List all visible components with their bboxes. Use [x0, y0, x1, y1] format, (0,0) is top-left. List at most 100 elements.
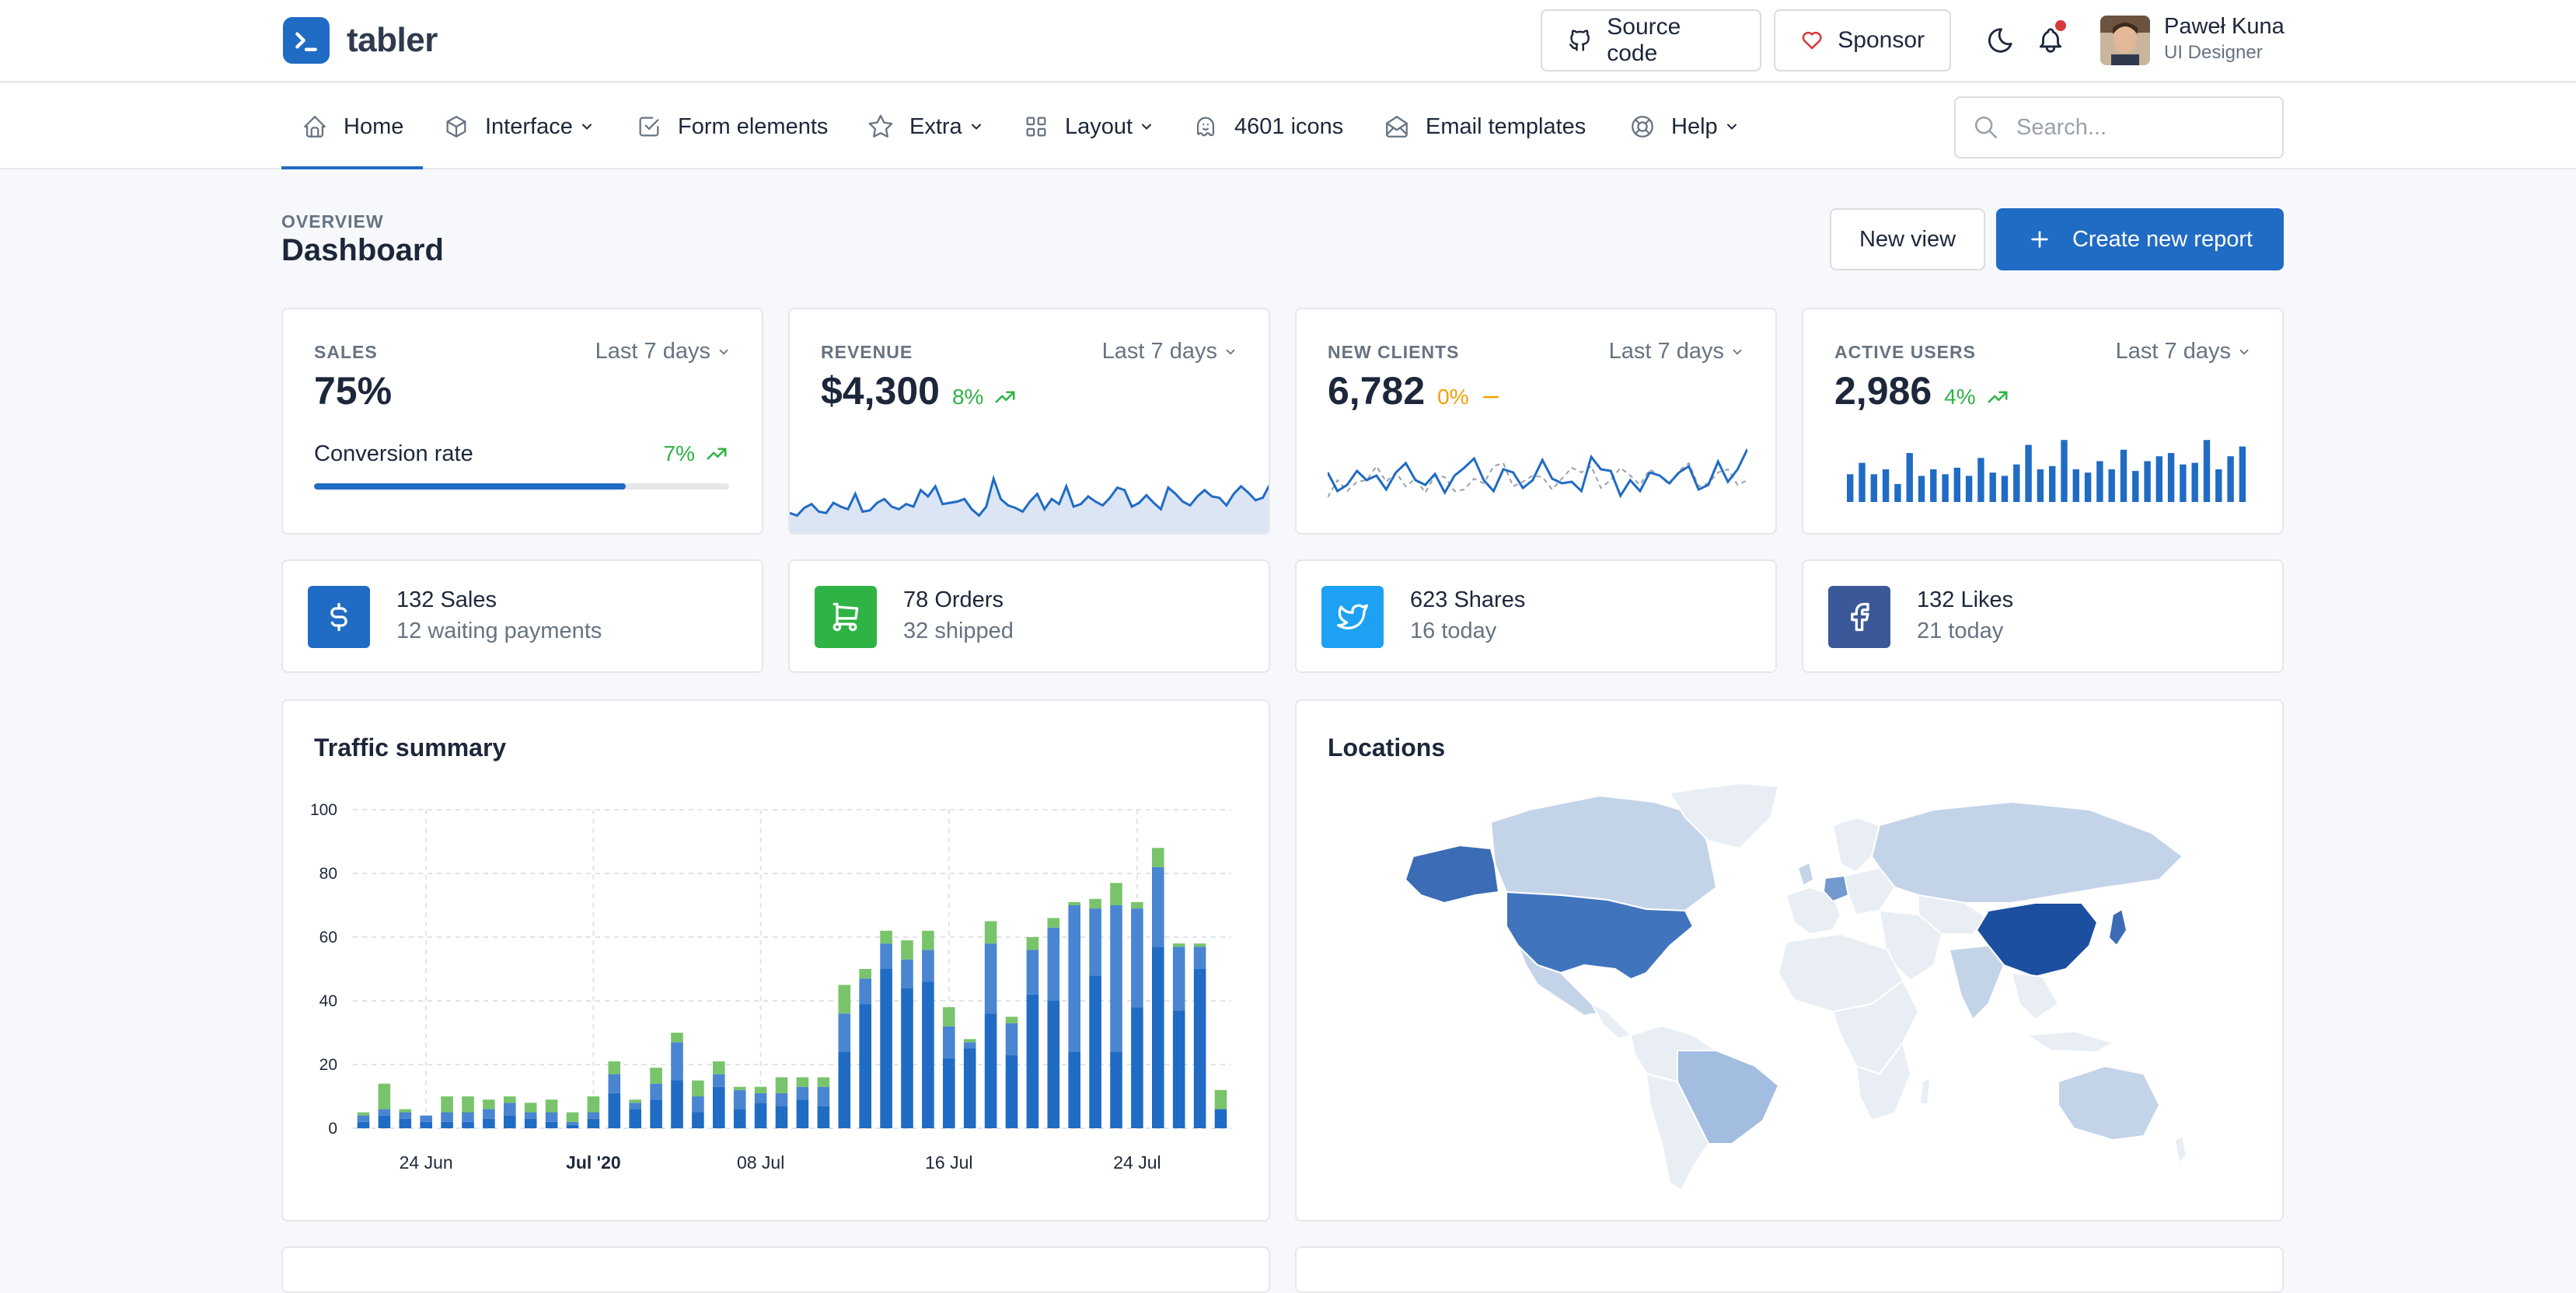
- nav-label-help: Help: [1671, 113, 1718, 139]
- traffic-bar-segment: [1068, 905, 1080, 1052]
- traffic-bar-segment: [775, 1106, 788, 1128]
- notifications-button[interactable]: [2033, 20, 2068, 58]
- nav-item-home[interactable]: Home: [302, 84, 403, 169]
- sales-period-dropdown[interactable]: Last 7 days: [595, 339, 731, 364]
- facebook-icon: [1828, 586, 1890, 648]
- traffic-bar-segment: [692, 1080, 704, 1096]
- revenue-trend: 8%: [952, 385, 1019, 410]
- new-clients-period-dropdown[interactable]: Last 7 days: [1609, 339, 1744, 364]
- y-tick-label: 80: [319, 865, 337, 883]
- map-region-central-america[interactable]: [1591, 1003, 1632, 1040]
- traffic-bar-segment: [650, 1100, 662, 1128]
- sponsor-button[interactable]: Sponsor: [1774, 9, 1951, 71]
- avatar[interactable]: [2100, 16, 2150, 65]
- traffic-bar-segment: [859, 1004, 871, 1128]
- map-region-russia[interactable]: [1871, 801, 2183, 904]
- traffic-bar-segment: [1110, 1051, 1122, 1128]
- new-view-button[interactable]: New view: [1830, 208, 1985, 270]
- traffic-bar-segment: [462, 1121, 474, 1128]
- active-users-bar: [2108, 469, 2115, 502]
- revenue-period-dropdown[interactable]: Last 7 days: [1102, 339, 1237, 364]
- traffic-bar-segment: [1172, 1010, 1185, 1128]
- map-region-central-asia[interactable]: [1918, 894, 1989, 935]
- active-users-bar: [1930, 469, 1937, 502]
- twitter-icon: [1321, 586, 1384, 648]
- map-region-south-america-south[interactable]: [1646, 1073, 1709, 1191]
- layout-grid-icon: [1026, 117, 1046, 137]
- traffic-bar-segment: [357, 1112, 370, 1116]
- map-region-greenland[interactable]: [1669, 782, 1779, 849]
- active-users-bar: [1882, 469, 1890, 502]
- brand-logo[interactable]: tabler: [283, 17, 438, 64]
- revenue-card: REVENUE Last 7 days $4,300 8%: [788, 308, 1270, 535]
- traffic-bar-segment: [671, 1080, 683, 1128]
- traffic-bar-segment: [1089, 908, 1101, 976]
- user-name[interactable]: Paweł Kuna: [2164, 14, 2285, 39]
- traffic-bar-segment: [880, 930, 892, 944]
- create-report-button[interactable]: Create new report: [1996, 208, 2284, 270]
- nav-item-extra[interactable]: Extra: [867, 84, 984, 169]
- map-region-india[interactable]: [1949, 945, 2005, 1020]
- traffic-bar-segment: [1131, 908, 1143, 1008]
- conversion-progress-bar: [314, 483, 729, 490]
- map-region-japan[interactable]: [2108, 908, 2127, 946]
- map-region-southeast-asia[interactable]: [2011, 972, 2059, 1020]
- map-region-new-zealand[interactable]: [2174, 1135, 2187, 1164]
- map-region-africa-south[interactable]: [1855, 1042, 1911, 1121]
- map-region-alaska[interactable]: [1405, 845, 1499, 904]
- nav-item-layout[interactable]: Layout: [1023, 84, 1154, 169]
- map-region-scandinavia[interactable]: [1832, 817, 1880, 873]
- nav-label-email-templates: Email templates: [1426, 113, 1586, 139]
- traffic-bar-segment: [1005, 1054, 1018, 1128]
- traffic-bar-segment: [1152, 946, 1164, 1128]
- traffic-bar-segment: [671, 1042, 683, 1081]
- active-users-bar: [2239, 446, 2246, 502]
- map-region-germany[interactable]: [1823, 875, 1849, 902]
- traffic-bar-segment: [441, 1112, 453, 1122]
- map-region-australia[interactable]: [2058, 1065, 2160, 1141]
- package-icon: [446, 116, 466, 138]
- source-code-button[interactable]: Source code: [1541, 9, 1761, 71]
- x-tick-label: 16 Jul: [925, 1152, 972, 1173]
- traffic-bar-segment: [1152, 866, 1164, 947]
- traffic-bar-segment: [483, 1100, 495, 1110]
- map-region-uk[interactable]: [1797, 862, 1814, 887]
- traffic-bar-segment: [1089, 898, 1101, 909]
- sales-summary-card: 132 Sales 12 waiting payments: [281, 559, 763, 673]
- traffic-bar-segment: [357, 1121, 370, 1128]
- moon-icon: [1988, 28, 2012, 53]
- active-users-bar-sparkline: [1847, 440, 2246, 502]
- active-users-bar: [1894, 483, 1901, 502]
- map-region-europe-west[interactable]: [1785, 887, 1841, 935]
- traffic-bar-segment: [754, 1103, 767, 1128]
- terminal-icon: [283, 17, 330, 64]
- nav-item-form-elements[interactable]: Form elements: [636, 84, 828, 169]
- traffic-bar-segment: [545, 1112, 558, 1122]
- chevron-down-icon: [581, 124, 592, 130]
- active-users-period-label: Last 7 days: [2115, 339, 2231, 364]
- active-users-period-dropdown[interactable]: Last 7 days: [2116, 339, 2251, 364]
- nav-label-form-elements: Form elements: [678, 113, 829, 139]
- active-users-bar: [1942, 474, 1949, 502]
- nav-item-interface[interactable]: Interface: [443, 84, 595, 169]
- traffic-bar-segment: [504, 1103, 516, 1116]
- traffic-bar-segment: [1193, 969, 1206, 1128]
- nav-item-email-templates[interactable]: Email templates: [1384, 84, 1586, 169]
- traffic-bar-segment: [483, 1109, 495, 1119]
- new-clients-sparkline: [1328, 448, 1747, 499]
- map-region-china[interactable]: [1976, 902, 2098, 978]
- conversion-trend: 7%: [664, 441, 731, 466]
- traffic-bar-segment: [399, 1118, 412, 1128]
- traffic-bar-segment: [1172, 943, 1185, 947]
- dark-mode-toggle[interactable]: [1984, 23, 2018, 58]
- nav-item-icons[interactable]: 4601 icons: [1192, 84, 1343, 169]
- search-input[interactable]: [2016, 114, 2265, 141]
- active-users-value-row: 2,986 4%: [1834, 368, 2012, 413]
- traffic-bar-segment: [608, 1093, 621, 1128]
- traffic-bar-segment: [1047, 1001, 1060, 1128]
- nav-item-help[interactable]: Help: [1629, 84, 1740, 169]
- map-region-indonesia[interactable]: [2026, 1030, 2114, 1053]
- new-clients-trend-value: 0%: [1437, 385, 1469, 409]
- map-region-madagascar[interactable]: [1919, 1077, 1931, 1106]
- traffic-bar-segment: [1214, 1109, 1227, 1128]
